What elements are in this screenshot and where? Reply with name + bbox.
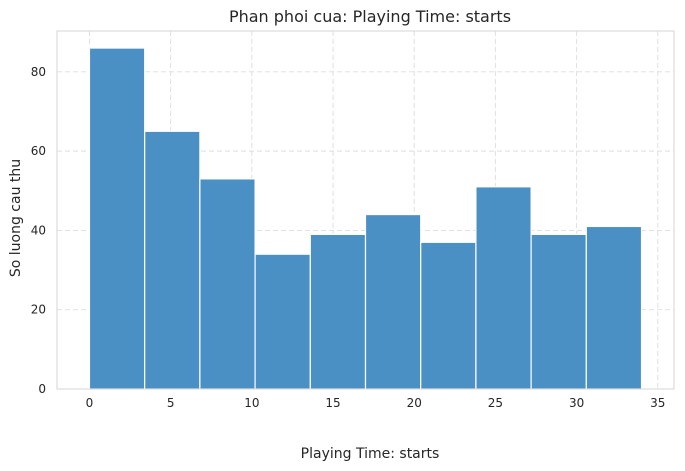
x-tick-label: 5 bbox=[167, 396, 175, 410]
histogram-bar bbox=[530, 233, 587, 390]
x-tick-label: 20 bbox=[407, 396, 422, 410]
y-tick-label: 80 bbox=[31, 65, 46, 79]
y-tick-label: 60 bbox=[31, 144, 46, 158]
histogram-bar bbox=[309, 233, 367, 390]
x-tick-label: 25 bbox=[488, 396, 503, 410]
histogram-bar bbox=[254, 253, 311, 390]
y-tick-label: 0 bbox=[38, 382, 46, 396]
plot-frame bbox=[56, 30, 675, 390]
y-tick-labels: 0 20 40 60 80 bbox=[31, 65, 46, 396]
histogram-bars bbox=[88, 47, 643, 390]
y-tick-label: 20 bbox=[31, 303, 46, 317]
y-axis-label: So luong cau thu bbox=[8, 159, 24, 277]
histogram-bar bbox=[88, 47, 146, 390]
histogram-bar bbox=[585, 225, 643, 390]
x-tick-label: 35 bbox=[650, 396, 665, 410]
y-tick-label: 40 bbox=[31, 223, 46, 237]
histogram-bar bbox=[364, 213, 422, 390]
histogram-bar bbox=[144, 130, 201, 390]
x-tick-label: 10 bbox=[244, 396, 259, 410]
x-axis-label: Playing Time: starts bbox=[301, 446, 440, 462]
chart-title: Phan phoi cua: Playing Time: starts bbox=[229, 7, 511, 26]
x-tick-labels: 0 5 10 15 20 25 30 35 bbox=[86, 396, 666, 410]
x-tick-label: 15 bbox=[325, 396, 340, 410]
histogram-bar bbox=[420, 241, 477, 390]
x-tick-label: 30 bbox=[569, 396, 584, 410]
x-tick-label: 0 bbox=[86, 396, 94, 410]
histogram-bar bbox=[199, 178, 256, 390]
histogram-bar bbox=[475, 186, 532, 390]
